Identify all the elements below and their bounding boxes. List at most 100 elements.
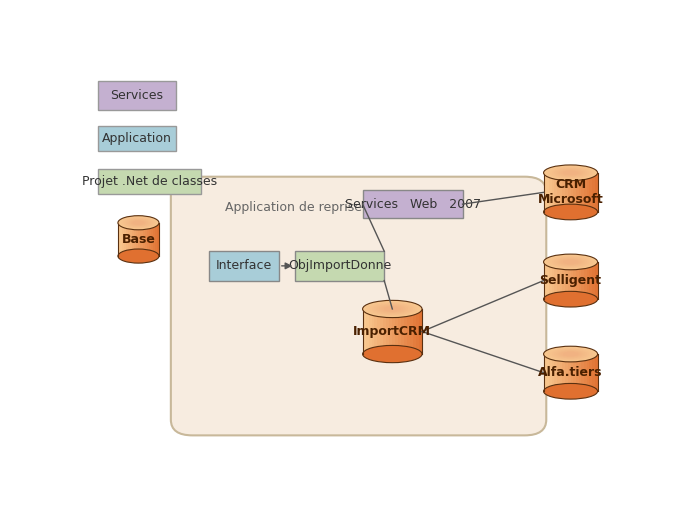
Bar bbox=[132, 223, 135, 256]
Ellipse shape bbox=[123, 217, 154, 228]
Bar bbox=[554, 354, 557, 391]
Bar bbox=[544, 173, 546, 212]
Bar bbox=[579, 173, 581, 212]
Bar bbox=[419, 309, 422, 354]
Ellipse shape bbox=[126, 218, 151, 227]
Bar bbox=[579, 262, 581, 299]
Bar bbox=[362, 309, 366, 354]
Ellipse shape bbox=[563, 260, 578, 264]
Bar bbox=[146, 223, 148, 256]
Bar bbox=[554, 262, 557, 299]
Bar bbox=[404, 309, 407, 354]
Ellipse shape bbox=[132, 221, 144, 225]
Text: Application: Application bbox=[102, 132, 172, 145]
Bar bbox=[590, 262, 592, 299]
Bar bbox=[392, 309, 395, 354]
Bar bbox=[128, 223, 130, 256]
Bar bbox=[581, 354, 584, 391]
Text: Services: Services bbox=[111, 89, 164, 102]
FancyBboxPatch shape bbox=[98, 80, 176, 110]
Ellipse shape bbox=[556, 258, 585, 266]
Ellipse shape bbox=[550, 256, 591, 268]
Bar bbox=[549, 262, 552, 299]
Bar bbox=[369, 309, 372, 354]
Ellipse shape bbox=[130, 220, 148, 226]
Text: ImportCRM: ImportCRM bbox=[353, 325, 431, 338]
Bar bbox=[546, 262, 549, 299]
Ellipse shape bbox=[131, 220, 146, 225]
Bar bbox=[144, 223, 146, 256]
Bar bbox=[544, 354, 546, 391]
Ellipse shape bbox=[563, 171, 578, 175]
Bar bbox=[151, 223, 153, 256]
Bar bbox=[139, 223, 141, 256]
Bar bbox=[378, 309, 381, 354]
Bar bbox=[386, 309, 390, 354]
Ellipse shape bbox=[561, 170, 581, 176]
Ellipse shape bbox=[374, 304, 410, 314]
Bar bbox=[148, 223, 151, 256]
Ellipse shape bbox=[369, 302, 415, 316]
Text: Services   Web   2007: Services Web 2007 bbox=[344, 197, 481, 211]
Ellipse shape bbox=[544, 204, 597, 220]
Bar bbox=[590, 354, 592, 391]
Ellipse shape bbox=[125, 218, 153, 228]
Ellipse shape bbox=[362, 346, 422, 363]
Ellipse shape bbox=[544, 291, 597, 307]
Bar bbox=[372, 309, 374, 354]
Bar bbox=[544, 262, 546, 299]
Bar bbox=[568, 262, 571, 299]
Bar bbox=[568, 354, 571, 391]
Bar bbox=[141, 223, 143, 256]
Bar bbox=[122, 223, 124, 256]
Bar bbox=[574, 262, 576, 299]
Bar bbox=[374, 309, 378, 354]
Bar bbox=[560, 262, 562, 299]
Text: Selligent: Selligent bbox=[539, 274, 602, 287]
Bar bbox=[574, 173, 576, 212]
Bar bbox=[557, 354, 560, 391]
Bar bbox=[557, 173, 560, 212]
Bar bbox=[137, 223, 139, 256]
Bar bbox=[560, 354, 562, 391]
Bar bbox=[410, 309, 413, 354]
Bar bbox=[595, 262, 597, 299]
Bar bbox=[581, 262, 584, 299]
Bar bbox=[576, 354, 579, 391]
Bar bbox=[130, 223, 132, 256]
Ellipse shape bbox=[559, 259, 583, 265]
Bar bbox=[587, 354, 590, 391]
Ellipse shape bbox=[550, 348, 591, 360]
Bar bbox=[590, 173, 592, 212]
Ellipse shape bbox=[554, 349, 587, 359]
Ellipse shape bbox=[379, 305, 406, 313]
Bar bbox=[595, 173, 597, 212]
Bar bbox=[584, 354, 587, 391]
Bar bbox=[120, 223, 122, 256]
Bar bbox=[124, 223, 126, 256]
Ellipse shape bbox=[544, 383, 597, 399]
FancyBboxPatch shape bbox=[208, 251, 279, 280]
Ellipse shape bbox=[552, 167, 589, 178]
Bar bbox=[576, 173, 579, 212]
Bar bbox=[571, 262, 574, 299]
Bar bbox=[407, 309, 410, 354]
Bar bbox=[568, 173, 571, 212]
Ellipse shape bbox=[120, 216, 158, 229]
Text: Base: Base bbox=[121, 233, 155, 246]
Bar bbox=[118, 223, 120, 256]
Ellipse shape bbox=[556, 168, 585, 177]
FancyBboxPatch shape bbox=[98, 169, 201, 194]
Text: Interface: Interface bbox=[215, 260, 272, 272]
Ellipse shape bbox=[548, 348, 593, 361]
Bar bbox=[592, 354, 595, 391]
Ellipse shape bbox=[559, 351, 583, 357]
Text: Application de reprise de données: Application de reprise de données bbox=[225, 202, 439, 214]
Bar bbox=[579, 354, 581, 391]
Bar bbox=[416, 309, 419, 354]
Ellipse shape bbox=[544, 346, 597, 362]
Text: Alfa.tiers: Alfa.tiers bbox=[538, 366, 603, 379]
Bar bbox=[546, 354, 549, 391]
FancyBboxPatch shape bbox=[98, 126, 176, 151]
Bar bbox=[390, 309, 392, 354]
